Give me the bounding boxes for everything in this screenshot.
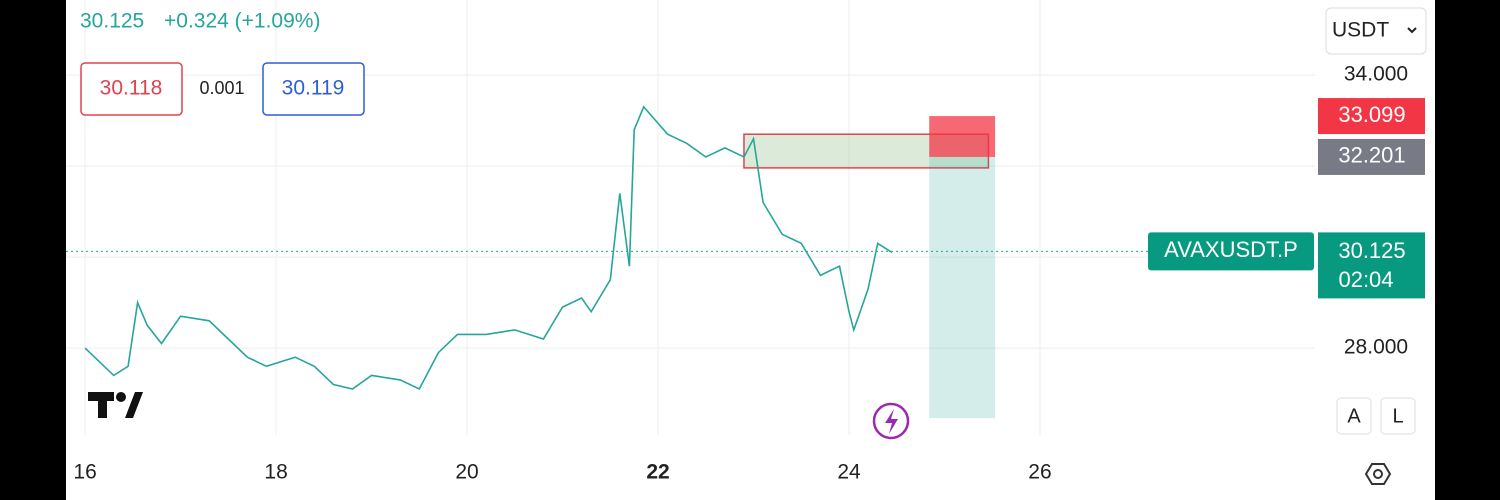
x-tick-label: 22 bbox=[646, 461, 669, 484]
x-tick-label: 20 bbox=[455, 461, 478, 484]
target-zone bbox=[929, 156, 996, 419]
ask: 30.119 bbox=[282, 77, 345, 100]
settings-icon[interactable] bbox=[1364, 463, 1392, 485]
bid: 30.118 bbox=[100, 77, 163, 100]
entry-badge bbox=[1318, 138, 1425, 175]
currency: USDT bbox=[1332, 19, 1389, 42]
lightning-button[interactable] bbox=[872, 402, 910, 440]
symbol-badge bbox=[1148, 232, 1314, 271]
x-tick-label: 16 bbox=[73, 461, 96, 484]
buy-button[interactable] bbox=[262, 62, 365, 116]
auto-label: A bbox=[1347, 405, 1361, 427]
symbol-label: AVAXUSDT.P bbox=[1164, 237, 1298, 262]
header-change: +0.324 (+1.09%) bbox=[164, 10, 320, 33]
stop-badge bbox=[1318, 98, 1425, 135]
log-button[interactable] bbox=[1380, 397, 1416, 435]
y-tick-label: 28.000 bbox=[1344, 336, 1408, 359]
stop-zone bbox=[929, 116, 996, 157]
spread: 0.001 bbox=[199, 78, 244, 98]
dropdown-icon bbox=[1407, 27, 1417, 34]
x-tick-label: 18 bbox=[264, 461, 287, 484]
x-tick-label: 24 bbox=[837, 461, 861, 484]
stop-badge-label: 33.099 bbox=[1338, 102, 1405, 127]
price-line bbox=[84, 105, 893, 391]
countdown: 02:04 bbox=[1338, 267, 1393, 292]
entry-badge-label: 32.201 bbox=[1338, 143, 1405, 168]
y-tick-label: 34.000 bbox=[1344, 63, 1408, 86]
auto-button[interactable] bbox=[1336, 397, 1372, 435]
header-price: 30.125 bbox=[80, 10, 144, 33]
x-tick-label: 26 bbox=[1028, 461, 1051, 484]
log-label: L bbox=[1392, 405, 1403, 427]
price-badge bbox=[1318, 232, 1425, 299]
price-badge-label: 30.125 bbox=[1338, 238, 1405, 263]
tv-logo bbox=[88, 392, 143, 418]
sell-button[interactable] bbox=[80, 62, 183, 116]
currency-button[interactable] bbox=[1325, 7, 1427, 55]
